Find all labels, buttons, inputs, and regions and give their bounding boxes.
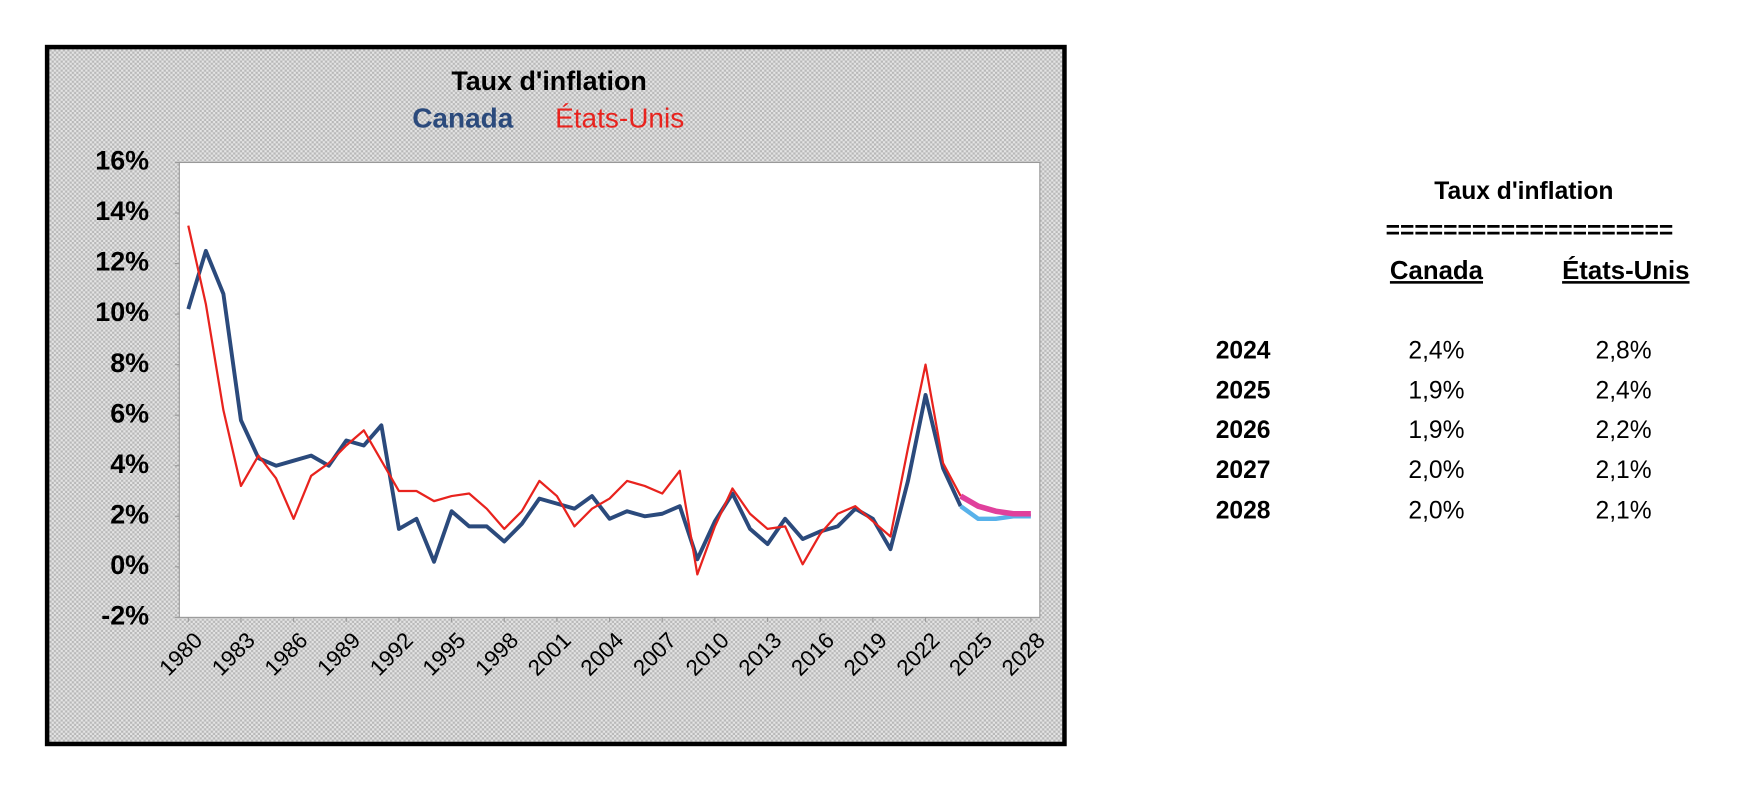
column-header: Canada xyxy=(1390,257,1484,285)
cell: 2,0% xyxy=(1408,457,1464,484)
chart-title: Taux d'inflation xyxy=(451,66,646,96)
y-tick-label: 10% xyxy=(95,297,149,327)
cell: 2,4% xyxy=(1596,378,1652,405)
plot-area xyxy=(178,161,1041,618)
table-separator: ==================== xyxy=(1386,217,1674,244)
cell: 2,2% xyxy=(1596,417,1652,444)
row-year: 2028 xyxy=(1216,498,1271,525)
y-tick-label: -2% xyxy=(101,600,149,630)
y-tick-label: 8% xyxy=(110,348,149,378)
y-tick-label: 16% xyxy=(95,146,149,176)
cell: 2,8% xyxy=(1596,337,1652,364)
cell: 2,1% xyxy=(1596,498,1652,525)
cell: 1,9% xyxy=(1408,378,1464,405)
y-tick-label: 0% xyxy=(110,550,149,580)
row-year: 2025 xyxy=(1216,378,1271,405)
y-tick-label: 4% xyxy=(110,449,149,479)
row-year: 2027 xyxy=(1216,457,1271,484)
y-tick-label: 12% xyxy=(95,247,149,277)
series-line xyxy=(187,225,962,576)
series-line xyxy=(186,248,963,564)
y-tick-label: 2% xyxy=(110,499,149,529)
cell: 2,1% xyxy=(1596,457,1652,484)
cell: 2,4% xyxy=(1408,337,1464,364)
legend-entry: Canada xyxy=(412,102,514,133)
y-tick-label: 6% xyxy=(110,398,149,428)
y-tick-label: 14% xyxy=(95,196,149,226)
table-body: 2024 2,4% 2,8% 2025 1,9% 2,4% 2026 1,9% 2,2% 2027… xyxy=(1216,337,1652,524)
forecast-line xyxy=(959,493,1031,517)
table-title: Taux d'inflation xyxy=(1434,178,1613,205)
cell: 2,0% xyxy=(1408,498,1464,525)
row-year: 2024 xyxy=(1216,337,1271,364)
column-header: États-Unis xyxy=(1562,256,1689,285)
row-year: 2026 xyxy=(1216,417,1271,444)
legend-entry: États-Unis xyxy=(555,102,684,133)
cell: 1,9% xyxy=(1408,417,1464,444)
